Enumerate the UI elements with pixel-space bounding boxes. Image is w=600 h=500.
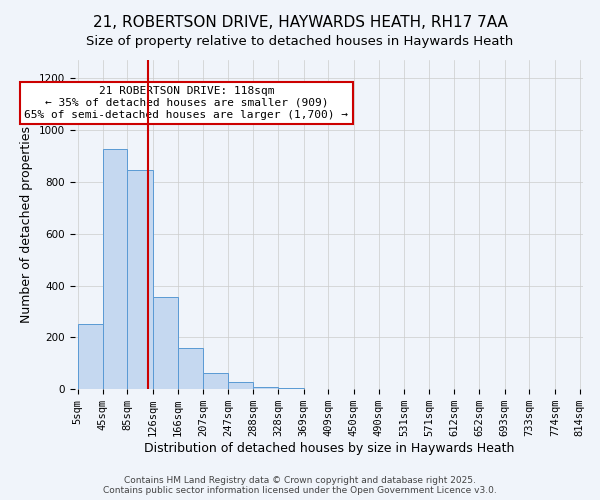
Y-axis label: Number of detached properties: Number of detached properties <box>20 126 33 323</box>
Bar <box>278 388 304 389</box>
Text: 21 ROBERTSON DRIVE: 118sqm
← 35% of detached houses are smaller (909)
65% of sem: 21 ROBERTSON DRIVE: 118sqm ← 35% of deta… <box>25 86 349 120</box>
Bar <box>178 348 203 389</box>
Text: Size of property relative to detached houses in Haywards Heath: Size of property relative to detached ho… <box>86 35 514 48</box>
Bar <box>253 386 278 389</box>
Bar <box>203 373 228 389</box>
Bar <box>228 382 253 389</box>
Bar <box>127 170 153 389</box>
Bar <box>153 297 178 389</box>
Bar <box>78 324 103 389</box>
Bar <box>103 150 127 389</box>
X-axis label: Distribution of detached houses by size in Haywards Heath: Distribution of detached houses by size … <box>143 442 514 455</box>
Bar <box>304 388 328 389</box>
Text: 21, ROBERTSON DRIVE, HAYWARDS HEATH, RH17 7AA: 21, ROBERTSON DRIVE, HAYWARDS HEATH, RH1… <box>92 15 508 30</box>
Text: Contains HM Land Registry data © Crown copyright and database right 2025.
Contai: Contains HM Land Registry data © Crown c… <box>103 476 497 495</box>
